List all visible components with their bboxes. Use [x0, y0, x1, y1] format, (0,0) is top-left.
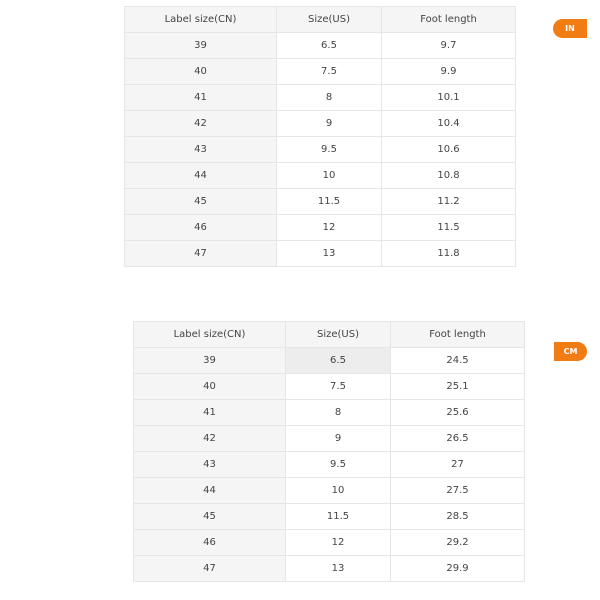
table-row: 43 9.5 10.6: [124, 136, 516, 163]
table-cell: 40: [133, 373, 286, 400]
table-cell: 43: [133, 451, 286, 478]
unit-badge-in: IN: [553, 19, 587, 38]
unit-badge-cm: CM: [554, 342, 587, 361]
table-row: 44 10 10.8: [124, 162, 516, 189]
table-row: 40 7.5 9.9: [124, 58, 516, 85]
table-cell: 13: [285, 555, 391, 582]
table-cell: 12: [276, 214, 382, 241]
table-cell: 6.5: [285, 347, 391, 374]
column-header: Label size(CN): [133, 321, 286, 348]
table-row: 45 11.5 28.5: [133, 503, 525, 530]
header-row: Label size(CN) Size(US) Foot length: [133, 321, 525, 348]
table-cell: 47: [133, 555, 286, 582]
table-row: 44 10 27.5: [133, 477, 525, 504]
table-cell: 9.9: [381, 58, 516, 85]
table-row: 45 11.5 11.2: [124, 188, 516, 215]
table-cell: 8: [285, 399, 391, 426]
table-cell: 9.5: [285, 451, 391, 478]
table-row: 39 6.5 9.7: [124, 32, 516, 59]
table-cell: 46: [133, 529, 286, 556]
table-cell: 47: [124, 240, 277, 267]
table-cell: 27.5: [390, 477, 525, 504]
table-row: 47 13 29.9: [133, 555, 525, 582]
table-cell: 6.5: [276, 32, 382, 59]
table-cell: 40: [124, 58, 277, 85]
table-cell: 10: [285, 477, 391, 504]
table-cell: 41: [133, 399, 286, 426]
table-cell: 29.9: [390, 555, 525, 582]
table-cell: 27: [390, 451, 525, 478]
table-row: 47 13 11.8: [124, 240, 516, 267]
size-table-inches: Label size(CN) Size(US) Foot length 39 6.5 9.…: [124, 6, 516, 267]
table-cell: 44: [124, 162, 277, 189]
table-cell: 10.6: [381, 136, 516, 163]
table-row: 46 12 29.2: [133, 529, 525, 556]
table-row: 46 12 11.5: [124, 214, 516, 241]
table-cell: 29.2: [390, 529, 525, 556]
table-cell: 25.1: [390, 373, 525, 400]
table-cell: 39: [124, 32, 277, 59]
table-cell: 9: [276, 110, 382, 137]
table-cell: 43: [124, 136, 277, 163]
table-cell: 10.1: [381, 84, 516, 111]
table-row: 39 6.5 24.5: [133, 347, 525, 374]
table-cell: 26.5: [390, 425, 525, 452]
table-cell: 11.5: [381, 214, 516, 241]
column-header: Foot length: [381, 6, 516, 33]
column-header: Label size(CN): [124, 6, 277, 33]
table-cell: 8: [276, 84, 382, 111]
table-row: 40 7.5 25.1: [133, 373, 525, 400]
table-cell: 11.2: [381, 188, 516, 215]
table-cell: 10: [276, 162, 382, 189]
table-row: 41 8 10.1: [124, 84, 516, 111]
size-table-cm: Label size(CN) Size(US) Foot length 39 6.5 24…: [133, 321, 525, 582]
table-cell: 44: [133, 477, 286, 504]
table-cell: 25.6: [390, 399, 525, 426]
table-cell: 39: [133, 347, 286, 374]
table-row: 41 8 25.6: [133, 399, 525, 426]
table-cell: 11.5: [276, 188, 382, 215]
table-cell: 42: [124, 110, 277, 137]
table-cell: 28.5: [390, 503, 525, 530]
table-cell: 11.5: [285, 503, 391, 530]
table-cell: 45: [124, 188, 277, 215]
table-row: 43 9.5 27: [133, 451, 525, 478]
table-cell: 12: [285, 529, 391, 556]
column-header: Foot length: [390, 321, 525, 348]
table-cell: 10.8: [381, 162, 516, 189]
table-cell: 9: [285, 425, 391, 452]
column-header: Size(US): [285, 321, 391, 348]
table-cell: 9.7: [381, 32, 516, 59]
table-cell: 9.5: [276, 136, 382, 163]
table-cell: 46: [124, 214, 277, 241]
table-row: 42 9 10.4: [124, 110, 516, 137]
table-cell: 7.5: [276, 58, 382, 85]
table-cell: 13: [276, 240, 382, 267]
table-cell: 41: [124, 84, 277, 111]
table-cell: 42: [133, 425, 286, 452]
table-cell: 10.4: [381, 110, 516, 137]
table-cell: 11.8: [381, 240, 516, 267]
table-cell: 7.5: [285, 373, 391, 400]
table-row: 42 9 26.5: [133, 425, 525, 452]
column-header: Size(US): [276, 6, 382, 33]
header-row: Label size(CN) Size(US) Foot length: [124, 6, 516, 33]
table-cell: 24.5: [390, 347, 525, 374]
table-cell: 45: [133, 503, 286, 530]
